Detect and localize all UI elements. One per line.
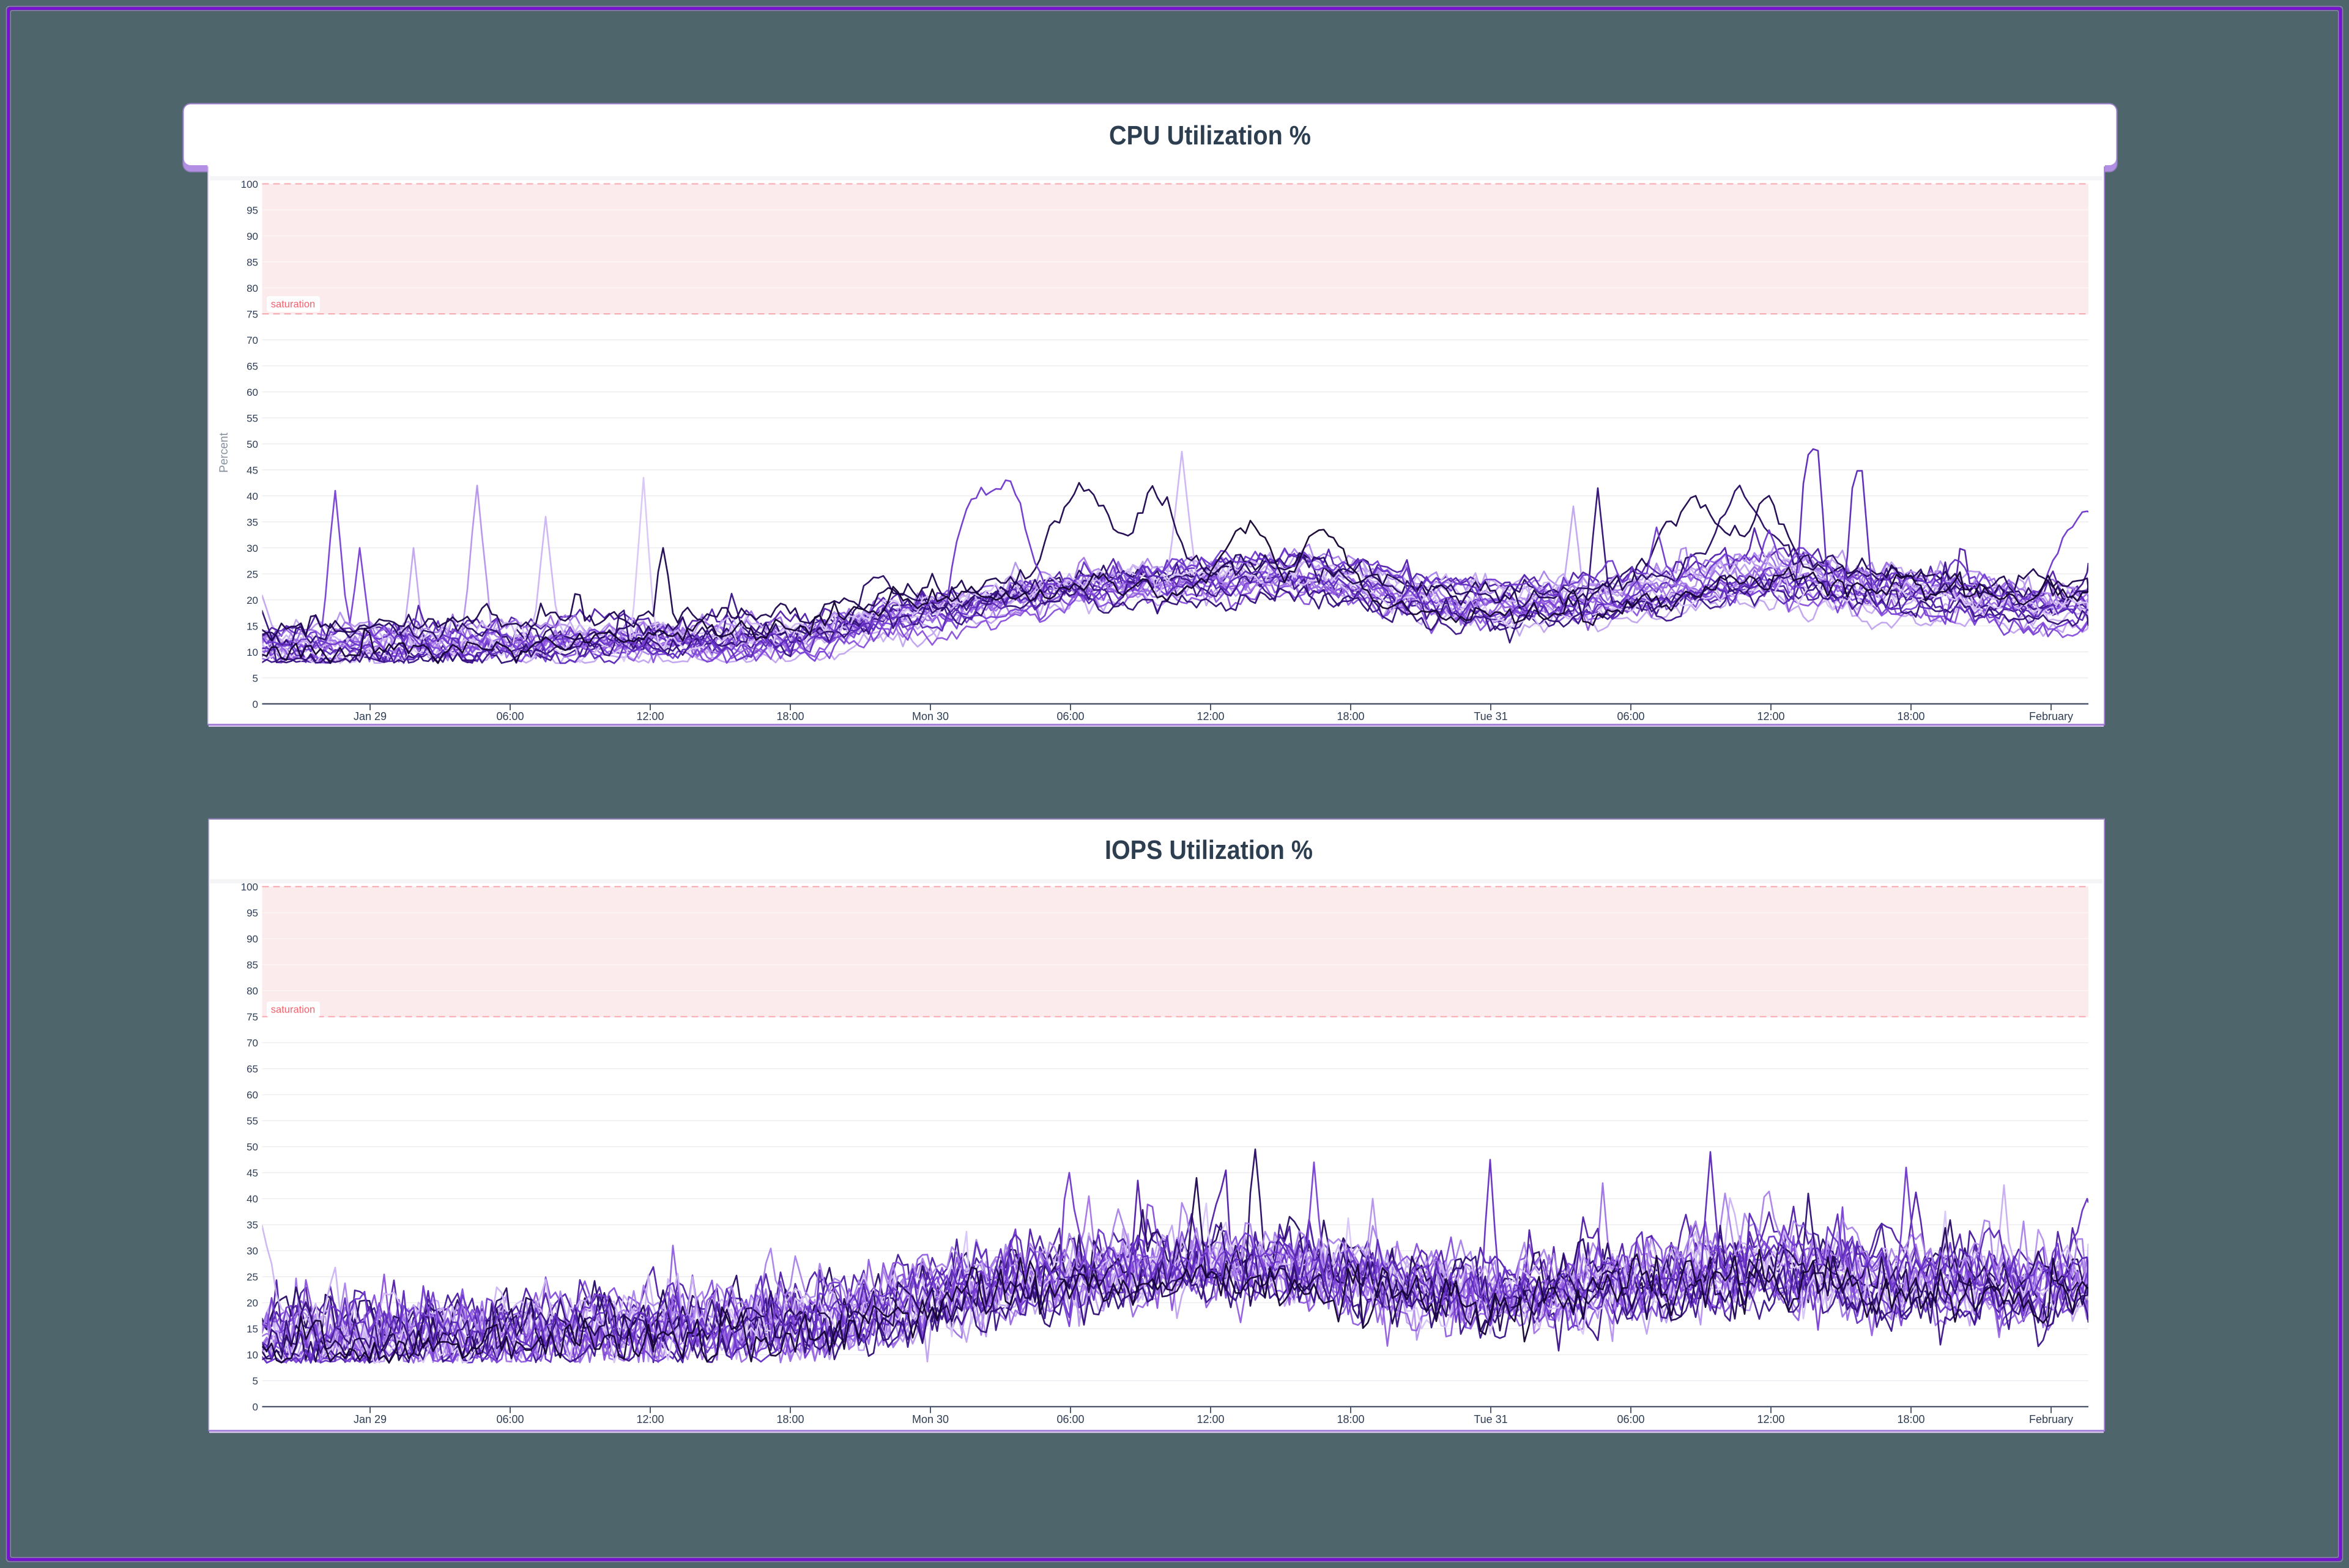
svg-text:February: February: [2029, 710, 2073, 723]
svg-text:12:00: 12:00: [1757, 1413, 1784, 1425]
svg-text:5: 5: [253, 1375, 258, 1387]
svg-text:06:00: 06:00: [1617, 710, 1644, 723]
svg-text:95: 95: [247, 204, 258, 216]
svg-text:06:00: 06:00: [496, 710, 524, 723]
svg-text:50: 50: [247, 1142, 258, 1153]
svg-text:95: 95: [247, 907, 258, 919]
svg-text:55: 55: [247, 1115, 258, 1127]
svg-text:10: 10: [247, 1350, 258, 1361]
svg-text:90: 90: [247, 934, 258, 945]
svg-text:45: 45: [247, 464, 258, 476]
svg-text:80: 80: [247, 283, 258, 294]
svg-text:25: 25: [247, 568, 258, 580]
svg-text:30: 30: [247, 1246, 258, 1257]
svg-text:18:00: 18:00: [1337, 1413, 1364, 1425]
svg-text:100: 100: [241, 179, 258, 190]
svg-text:IOPS Utilization %: IOPS Utilization %: [1105, 835, 1313, 865]
svg-text:12:00: 12:00: [1197, 1413, 1224, 1425]
svg-text:20: 20: [247, 1298, 258, 1309]
svg-text:90: 90: [247, 231, 258, 242]
svg-text:12:00: 12:00: [1197, 710, 1224, 723]
svg-text:18:00: 18:00: [1897, 710, 1924, 723]
svg-text:65: 65: [247, 1063, 258, 1075]
svg-text:60: 60: [247, 1090, 258, 1101]
svg-text:35: 35: [247, 516, 258, 528]
svg-text:85: 85: [247, 256, 258, 268]
svg-text:06:00: 06:00: [1056, 710, 1084, 723]
svg-text:50: 50: [247, 439, 258, 450]
svg-text:saturation: saturation: [271, 1005, 315, 1016]
svg-text:60: 60: [247, 387, 258, 398]
svg-text:45: 45: [247, 1167, 258, 1179]
svg-text:Mon 30: Mon 30: [912, 710, 949, 723]
svg-text:Mon 30: Mon 30: [912, 1413, 949, 1425]
svg-text:40: 40: [247, 491, 258, 502]
svg-text:85: 85: [247, 959, 258, 971]
svg-text:Percent: Percent: [218, 433, 231, 473]
svg-text:Jan 29: Jan 29: [354, 710, 387, 723]
svg-text:15: 15: [247, 620, 258, 632]
svg-text:18:00: 18:00: [776, 1413, 804, 1425]
svg-text:12:00: 12:00: [1757, 710, 1784, 723]
svg-text:80: 80: [247, 986, 258, 997]
svg-text:CPU Utilization %: CPU Utilization %: [1109, 121, 1311, 150]
svg-text:75: 75: [247, 1011, 258, 1023]
svg-text:25: 25: [247, 1271, 258, 1283]
svg-text:12:00: 12:00: [636, 710, 664, 723]
svg-text:15: 15: [247, 1323, 258, 1335]
svg-text:06:00: 06:00: [1617, 1413, 1644, 1425]
svg-text:Jan 29: Jan 29: [354, 1413, 387, 1425]
svg-text:0: 0: [253, 1402, 258, 1413]
svg-text:0: 0: [253, 699, 258, 710]
svg-text:70: 70: [247, 1038, 258, 1049]
svg-text:55: 55: [247, 412, 258, 424]
svg-text:75: 75: [247, 308, 258, 320]
svg-text:20: 20: [247, 595, 258, 606]
svg-text:saturation: saturation: [271, 299, 315, 310]
svg-text:06:00: 06:00: [1056, 1413, 1084, 1425]
svg-text:10: 10: [247, 647, 258, 658]
svg-text:18:00: 18:00: [1337, 710, 1364, 723]
svg-text:30: 30: [247, 543, 258, 554]
svg-text:12:00: 12:00: [636, 1413, 664, 1425]
svg-text:18:00: 18:00: [1897, 1413, 1924, 1425]
svg-text:70: 70: [247, 335, 258, 346]
svg-text:18:00: 18:00: [776, 710, 804, 723]
svg-text:Tue 31: Tue 31: [1474, 1413, 1507, 1425]
svg-text:40: 40: [247, 1194, 258, 1205]
svg-text:100: 100: [241, 882, 258, 893]
svg-text:February: February: [2029, 1413, 2073, 1425]
svg-text:35: 35: [247, 1219, 258, 1231]
svg-text:Tue 31: Tue 31: [1474, 710, 1507, 723]
svg-text:65: 65: [247, 360, 258, 372]
svg-text:5: 5: [253, 672, 258, 684]
svg-text:06:00: 06:00: [496, 1413, 524, 1425]
